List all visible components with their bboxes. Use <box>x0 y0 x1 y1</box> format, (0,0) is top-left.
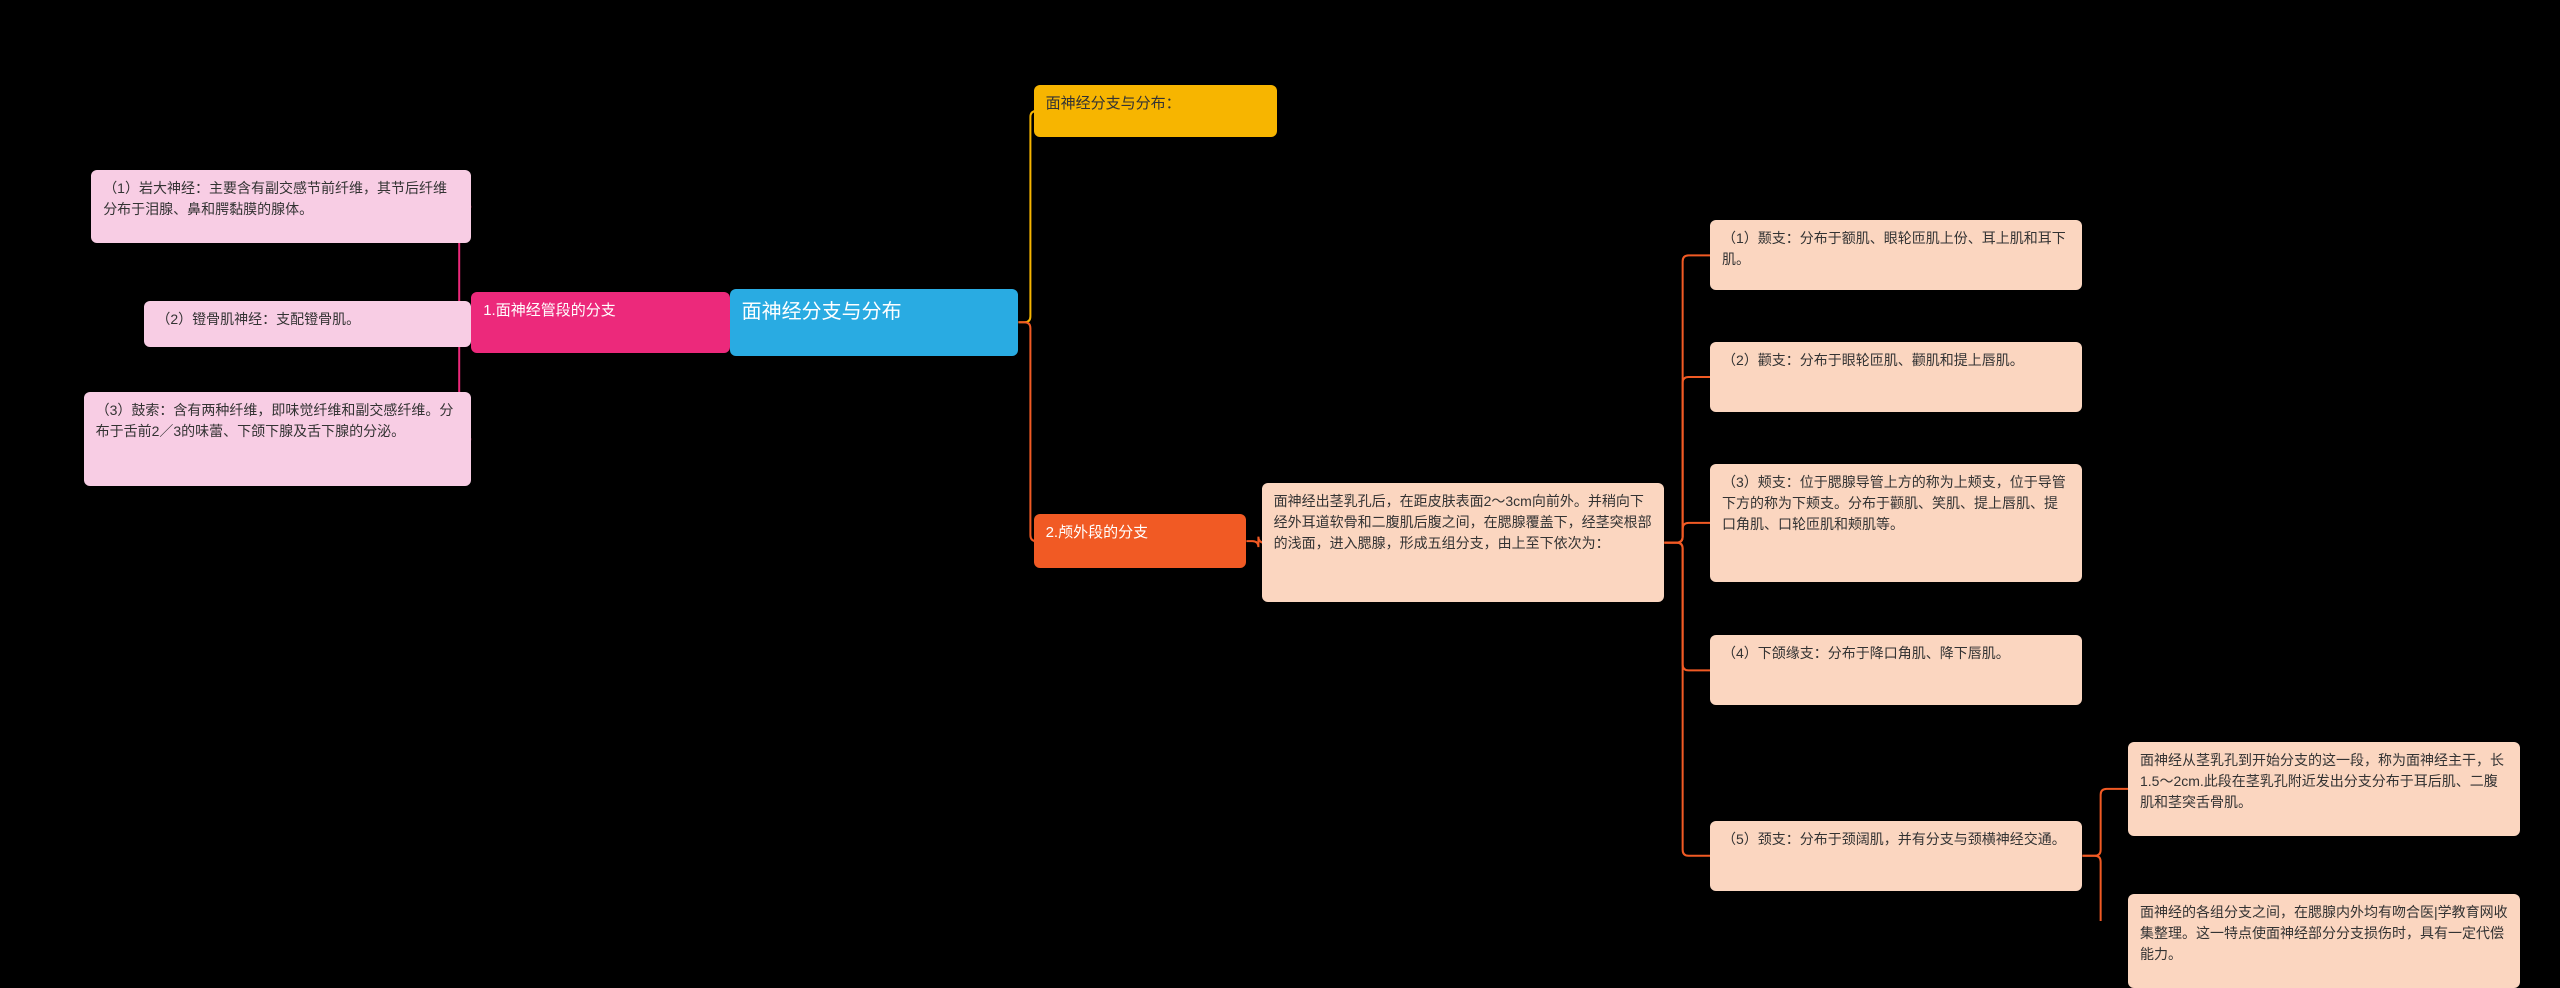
node-label: （2）镫骨肌神经：支配镫骨肌。 <box>156 311 360 327</box>
node-label: （1）岩大神经：主要含有副交感节前纤维，其节后纤维分布于泪腺、鼻和腭黏膜的腺体。 <box>103 180 447 217</box>
node-top_right: 面神经分支与分布： <box>1034 85 1277 137</box>
edge <box>1664 523 1710 543</box>
node-r2: （2）颧支：分布于眼轮匝肌、颧肌和提上唇肌。 <box>1710 342 2082 412</box>
edge <box>1664 377 1710 543</box>
node-label: （3）鼓索：含有两种纤维，即味觉纤维和副交感纤维。分布于舌前2／3的味蕾、下颌下… <box>96 402 454 439</box>
node-label: 面神经出茎乳孔后，在距皮肤表面2～3cm向前外。并稍向下经外耳道软骨和二腹肌后腹… <box>1274 493 1652 551</box>
node-label: （1）颞支：分布于额肌、眼轮匝肌上份、耳上肌和耳下肌。 <box>1722 230 2066 267</box>
node-r5: （5）颈支：分布于颈阔肌，并有分支与颈横神经交通。 <box>1710 821 2082 891</box>
node-label: （4）下颌缘支：分布于降口角肌、降下唇肌。 <box>1722 645 2010 661</box>
node-label: 1.面神经管段的分支 <box>483 302 616 319</box>
edge <box>1664 543 1710 671</box>
edge <box>1664 543 1710 856</box>
node-r5a: 面神经从茎乳孔到开始分支的这一段，称为面神经主干，长1.5～2cm.此段在茎乳孔… <box>2128 742 2520 836</box>
node-label: 2.颅外段的分支 <box>1046 524 1149 541</box>
node-label: （2）颧支：分布于眼轮匝肌、颧肌和提上唇肌。 <box>1722 352 2024 368</box>
node-left_3: （3）鼓索：含有两种纤维，即味觉纤维和副交感纤维。分布于舌前2／3的味蕾、下颌下… <box>84 392 472 486</box>
node-label: （5）颈支：分布于颈阔肌，并有分支与颈横神经交通。 <box>1722 831 2066 847</box>
edge <box>1664 255 1710 542</box>
edge <box>2082 856 2128 921</box>
node-label: 面神经分支与分布 <box>742 301 902 323</box>
node-left_branch: 1.面神经管段的分支 <box>471 292 729 353</box>
edge <box>1018 322 1036 541</box>
node-r1: （1）颞支：分布于额肌、眼轮匝肌上份、耳上肌和耳下肌。 <box>1710 220 2082 290</box>
node-label: 面神经的各组分支之间，在腮腺内外均有吻合医|学教育网收集整理。这一特点使面神经部… <box>2140 904 2508 962</box>
edge <box>2082 789 2128 856</box>
edge <box>1018 111 1036 322</box>
node-left_1: （1）岩大神经：主要含有副交感节前纤维，其节后纤维分布于泪腺、鼻和腭黏膜的腺体。 <box>91 170 471 243</box>
node-root: 面神经分支与分布 <box>730 289 1019 356</box>
node-left_2: （2）镫骨肌神经：支配镫骨肌。 <box>144 301 471 347</box>
node-orange_branch: 2.颅外段的分支 <box>1034 514 1247 569</box>
node-r4: （4）下颌缘支：分布于降口角肌、降下唇肌。 <box>1710 635 2082 705</box>
node-label: 面神经从茎乳孔到开始分支的这一段，称为面神经主干，长1.5～2cm.此段在茎乳孔… <box>2140 752 2504 810</box>
node-label: （3）颊支：位于腮腺导管上方的称为上颊支，位于导管下方的称为下颊支。分布于颧肌、… <box>1722 474 2066 532</box>
node-orange_desc: 面神经出茎乳孔后，在距皮肤表面2～3cm向前外。并稍向下经外耳道软骨和二腹肌后腹… <box>1262 483 1665 602</box>
node-label: 面神经分支与分布： <box>1046 95 1181 112</box>
node-r5b: 面神经的各组分支之间，在腮腺内外均有吻合医|学教育网收集整理。这一特点使面神经部… <box>2128 894 2520 988</box>
node-r3: （3）颊支：位于腮腺导管上方的称为上颊支，位于导管下方的称为下颊支。分布于颧肌、… <box>1710 464 2082 583</box>
